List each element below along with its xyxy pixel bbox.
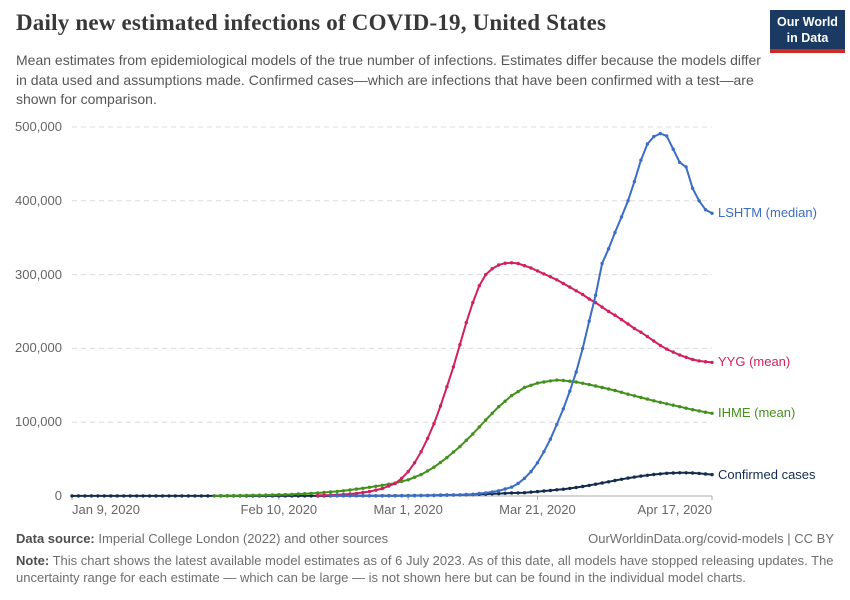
owid-logo-stripe [770, 49, 845, 53]
y-axis-tick-label: 0 [54, 488, 62, 503]
series-label-confirmed-cases: Confirmed cases [718, 466, 816, 482]
owid-logo-line2: in Data [786, 31, 829, 45]
chart-subtitle: Mean estimates from epidemiological mode… [16, 52, 761, 108]
chart-plot-area[interactable] [0, 0, 850, 530]
owid-logo-text: Our World in Data [770, 10, 845, 49]
footer-source-row: Data source: Imperial College London (20… [16, 531, 834, 546]
x-axis-tick-label: Jan 9, 2020 [72, 502, 140, 517]
series-line-yyg-mean[interactable] [316, 261, 714, 498]
y-axis-tick-label: 200,000 [15, 340, 62, 356]
y-axis-tick-label: 100,000 [15, 414, 62, 430]
x-axis-tick-label: Feb 10, 2020 [240, 502, 318, 517]
series-line-lshtm-median[interactable] [328, 131, 714, 498]
series-label-lshtm: LSHTM (median) [718, 205, 817, 221]
data-source-text: Data source: Imperial College London (20… [16, 531, 389, 546]
y-axis-tick-label: 400,000 [15, 192, 62, 208]
y-axis-tick-label: 500,000 [15, 119, 62, 134]
gridlines [71, 126, 713, 500]
series-label-ihme: IHME (mean) [718, 405, 796, 421]
footer-note: Note: This chart shows the latest availa… [16, 553, 834, 586]
owid-logo[interactable]: Our World in Data [770, 10, 845, 53]
series-label-yyg: YYG (mean) [718, 354, 791, 370]
chart-title: Daily new estimated infections of COVID-… [16, 10, 607, 35]
series-line-ihme-mean[interactable] [212, 378, 714, 498]
y-axis-tick-label: 300,000 [15, 266, 62, 282]
x-axis-tick-label: Mar 21, 2020 [499, 502, 576, 517]
owid-logo-line1: Our World [777, 15, 838, 29]
x-axis-tick-label: Mar 1, 2020 [373, 502, 443, 517]
owid-url-link[interactable]: OurWorldinData.org/covid-models | CC BY [588, 531, 834, 546]
x-axis-tick-label: Apr 17, 2020 [637, 502, 712, 517]
